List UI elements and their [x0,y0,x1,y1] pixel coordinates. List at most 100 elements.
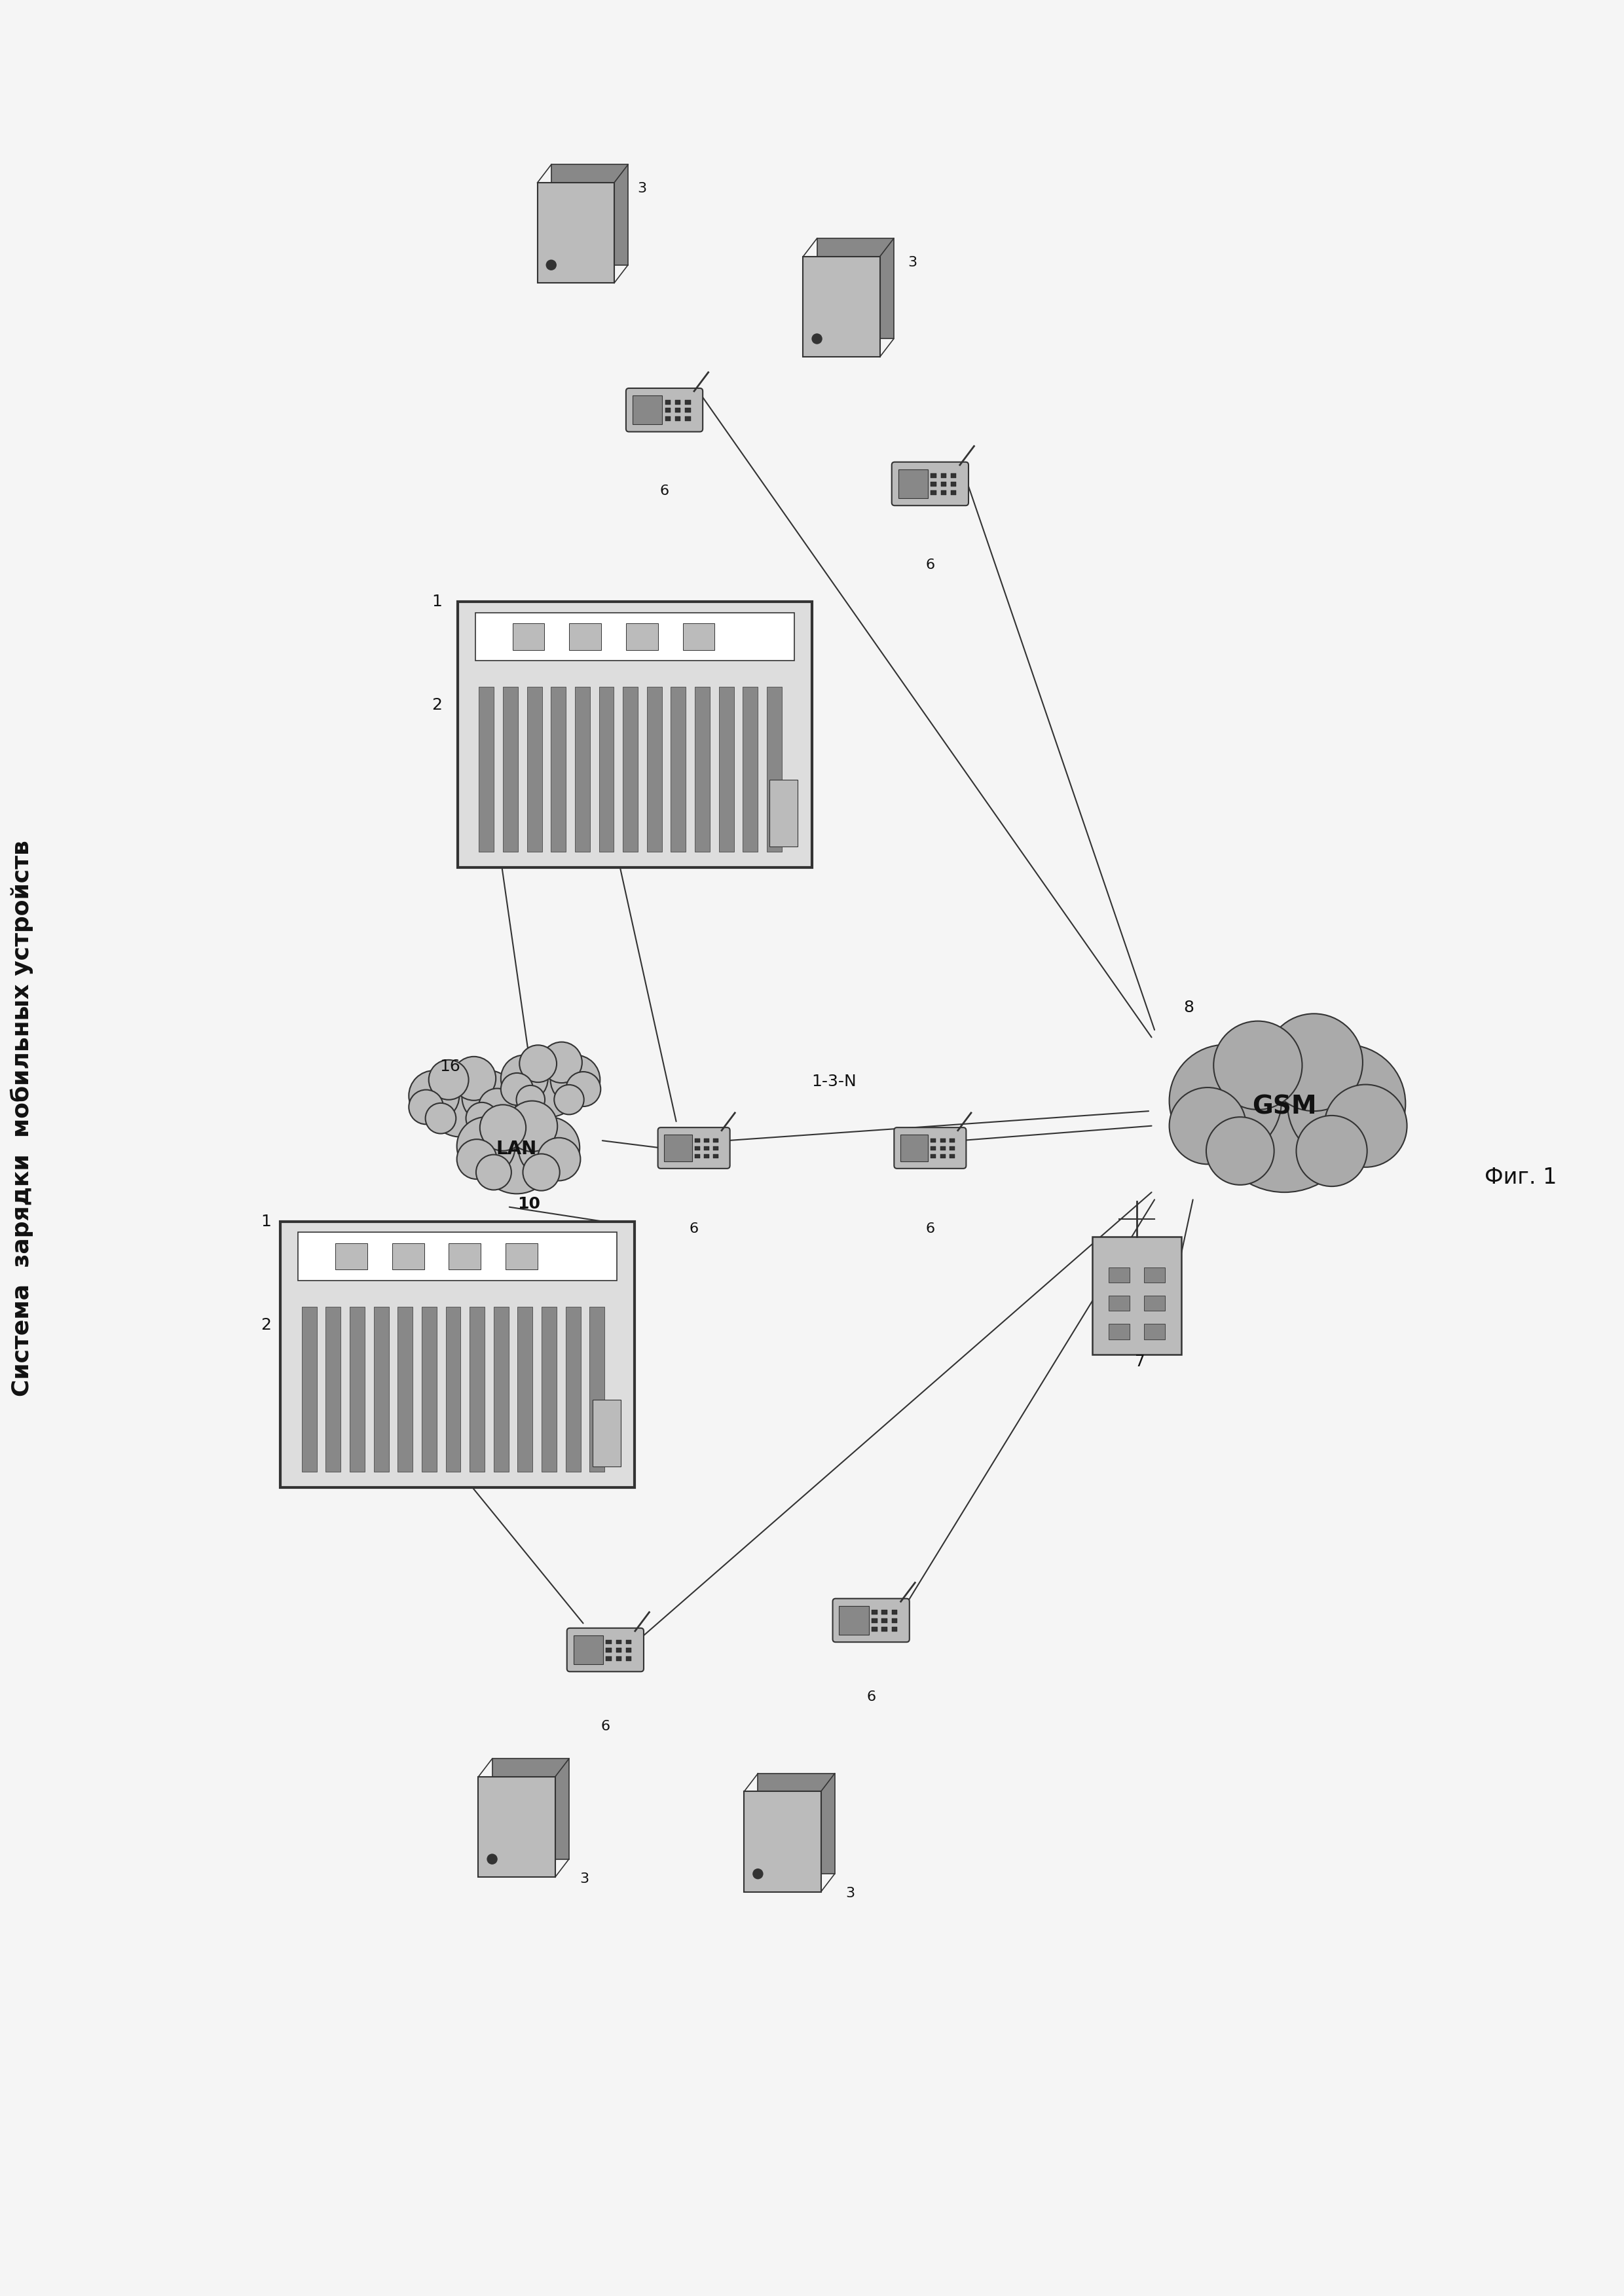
Polygon shape [492,1759,568,1860]
FancyBboxPatch shape [349,1306,365,1472]
Circle shape [466,1102,499,1134]
Text: 16: 16 [440,1058,461,1075]
FancyBboxPatch shape [931,1146,935,1150]
FancyBboxPatch shape [615,1639,622,1644]
FancyBboxPatch shape [448,1242,481,1270]
FancyBboxPatch shape [840,1605,869,1635]
Circle shape [520,1045,557,1081]
FancyBboxPatch shape [666,409,671,413]
FancyBboxPatch shape [1143,1295,1164,1311]
FancyBboxPatch shape [551,687,565,852]
Circle shape [752,1869,763,1878]
FancyBboxPatch shape [625,1649,632,1653]
Circle shape [551,1054,599,1104]
FancyBboxPatch shape [336,1242,367,1270]
Circle shape [1169,1088,1246,1164]
FancyBboxPatch shape [625,622,658,650]
FancyBboxPatch shape [476,613,794,661]
FancyBboxPatch shape [458,602,812,868]
Text: 1-3-N: 1-3-N [812,1075,856,1088]
FancyBboxPatch shape [326,1306,341,1472]
Text: LAN: LAN [497,1141,538,1159]
FancyBboxPatch shape [940,1155,945,1157]
FancyBboxPatch shape [542,1306,557,1472]
FancyBboxPatch shape [445,1306,461,1472]
Text: 3: 3 [580,1871,590,1885]
FancyBboxPatch shape [513,622,544,650]
FancyBboxPatch shape [900,1134,929,1162]
FancyBboxPatch shape [882,1619,887,1623]
FancyBboxPatch shape [1143,1325,1164,1339]
Text: Система  зарядки  мобильных устройств: Система зарядки мобильных устройств [11,840,34,1396]
Circle shape [518,1116,580,1178]
FancyBboxPatch shape [713,1146,718,1150]
FancyBboxPatch shape [931,482,937,487]
Text: 1: 1 [432,595,442,611]
FancyBboxPatch shape [503,687,518,852]
FancyBboxPatch shape [940,473,947,478]
Circle shape [1213,1022,1302,1109]
FancyBboxPatch shape [625,1655,632,1660]
FancyBboxPatch shape [940,489,947,494]
Circle shape [1210,1045,1358,1192]
FancyBboxPatch shape [632,395,663,425]
FancyBboxPatch shape [703,1139,710,1143]
Polygon shape [758,1773,835,1874]
FancyBboxPatch shape [682,622,715,650]
Circle shape [812,333,822,344]
FancyBboxPatch shape [685,409,690,413]
FancyBboxPatch shape [713,1139,718,1143]
FancyBboxPatch shape [950,473,957,478]
FancyBboxPatch shape [664,1134,692,1162]
Text: 3: 3 [638,181,646,195]
FancyBboxPatch shape [872,1609,877,1614]
Circle shape [500,1072,533,1104]
Circle shape [1288,1045,1405,1162]
FancyBboxPatch shape [281,1221,635,1488]
Circle shape [409,1070,460,1120]
FancyBboxPatch shape [892,461,968,505]
Text: 6: 6 [867,1690,875,1704]
Circle shape [500,1054,547,1102]
Polygon shape [538,184,614,282]
FancyBboxPatch shape [703,1155,710,1157]
FancyBboxPatch shape [625,1639,632,1644]
FancyBboxPatch shape [940,1146,945,1150]
FancyBboxPatch shape [505,1242,538,1270]
FancyBboxPatch shape [671,687,685,852]
Text: 10: 10 [516,1196,541,1212]
FancyBboxPatch shape [940,482,947,487]
FancyBboxPatch shape [719,687,734,852]
FancyBboxPatch shape [666,416,671,420]
Circle shape [516,1086,546,1114]
FancyBboxPatch shape [940,1139,945,1143]
Circle shape [425,1102,456,1134]
FancyBboxPatch shape [494,1306,508,1472]
FancyBboxPatch shape [931,489,937,494]
FancyBboxPatch shape [882,1609,887,1614]
FancyBboxPatch shape [299,1233,617,1281]
Circle shape [456,1116,515,1176]
Circle shape [1324,1084,1406,1166]
FancyBboxPatch shape [398,1306,412,1472]
FancyBboxPatch shape [1143,1267,1164,1283]
FancyBboxPatch shape [950,489,957,494]
FancyBboxPatch shape [615,1655,622,1660]
FancyBboxPatch shape [1109,1325,1130,1339]
FancyBboxPatch shape [676,416,680,420]
Polygon shape [817,239,893,340]
FancyBboxPatch shape [575,687,590,852]
FancyBboxPatch shape [892,1628,898,1630]
FancyBboxPatch shape [646,687,663,852]
FancyBboxPatch shape [391,1242,424,1270]
Circle shape [479,1116,555,1194]
Circle shape [541,1042,581,1084]
Text: 8: 8 [1184,1001,1194,1015]
Text: 2: 2 [260,1318,271,1334]
FancyBboxPatch shape [526,687,542,852]
FancyBboxPatch shape [872,1628,877,1630]
FancyBboxPatch shape [950,1146,955,1150]
FancyBboxPatch shape [570,622,601,650]
FancyBboxPatch shape [882,1628,887,1630]
Text: 3: 3 [908,255,918,269]
